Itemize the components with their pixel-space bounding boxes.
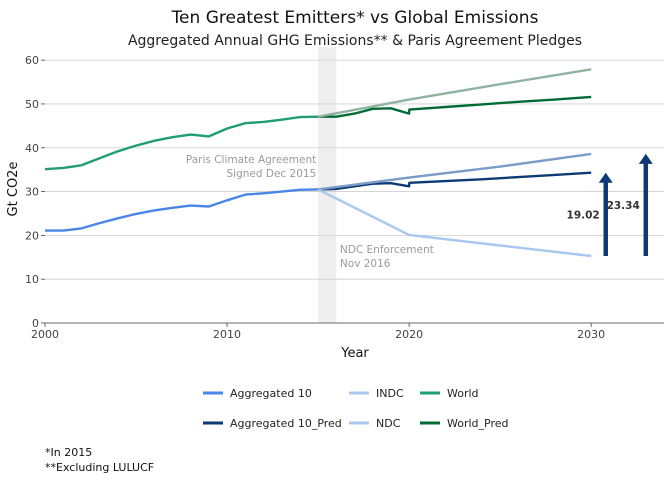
- gap-value-label: 23.34: [607, 200, 640, 212]
- y-tick-label: 30: [25, 186, 39, 199]
- legend-label: INDC: [376, 387, 404, 400]
- y-tick-label: 20: [25, 229, 39, 242]
- y-tick-label: 60: [25, 54, 39, 67]
- series-line-ndc: [317, 188, 592, 258]
- y-tick-label: 10: [25, 273, 39, 286]
- y-tick-label: 0: [32, 317, 39, 330]
- x-tick-label: 2010: [213, 328, 241, 341]
- footnote-1: *In 2015: [45, 446, 92, 459]
- x-tick-label: 2030: [577, 328, 605, 341]
- x-tick-label: 2020: [395, 328, 423, 341]
- paris-period-band: [318, 47, 337, 323]
- gap-value-label: 19.02: [567, 209, 600, 221]
- series-line-6: [317, 68, 592, 118]
- legend-label: World: [447, 387, 479, 400]
- series-line-aggregated-10-pred: [318, 171, 592, 191]
- footnote-2: **Excluding LULUCF: [45, 461, 154, 474]
- chart-subtitle: Aggregated Annual GHG Emissions** & Pari…: [128, 33, 582, 49]
- annotation-text: NDC Enforcement: [340, 244, 434, 256]
- annotation-text: Paris Climate Agreement: [186, 154, 316, 166]
- gap-arrow-head: [638, 153, 653, 164]
- annotation-text: Signed Dec 2015: [227, 168, 317, 180]
- series-line-world: [44, 115, 319, 171]
- series-line-world-pred: [318, 95, 592, 118]
- annotation-text: Nov 2016: [340, 258, 391, 270]
- y-axis-label: Gt CO2e: [6, 162, 21, 217]
- legend: Aggregated 10 INDC World Aggregated 10_Pred…: [203, 387, 509, 430]
- series-line-indc: [317, 152, 592, 191]
- x-tick-label: 2000: [31, 328, 59, 341]
- gap-arrow-head: [598, 172, 613, 183]
- x-axis-label: Year: [340, 346, 369, 361]
- series-line-aggregated-10: [45, 188, 319, 232]
- legend-label: Aggregated 10_Pred: [230, 417, 342, 430]
- legend-label: NDC: [376, 417, 401, 430]
- y-tick-label: 40: [25, 142, 39, 155]
- y-tick-label: 50: [25, 98, 39, 111]
- legend-label: Aggregated 10: [230, 387, 312, 400]
- chart-title: Ten Greatest Emitters* vs Global Emissio…: [171, 8, 539, 28]
- legend-label: World_Pred: [447, 417, 509, 430]
